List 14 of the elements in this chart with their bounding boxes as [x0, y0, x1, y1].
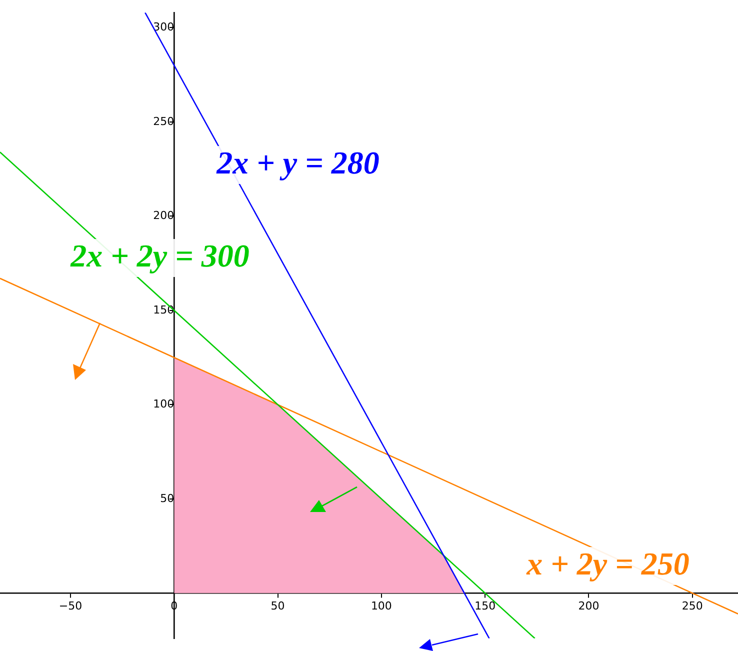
- x-tick-label: 100: [370, 600, 392, 613]
- x-tick-label: 50: [270, 600, 285, 613]
- x-tick-label: 150: [474, 600, 496, 613]
- x-tick-label: 200: [578, 600, 600, 613]
- y-tick-label: 300: [153, 20, 174, 34]
- y-tick-label: 100: [153, 398, 174, 411]
- x-tick-label: 250: [682, 600, 703, 613]
- y-tick-label: 200: [153, 209, 174, 222]
- x-tick-label: −50: [58, 600, 82, 613]
- y-tick-label: 250: [153, 114, 174, 128]
- series-label: x + 2y = 250: [526, 545, 690, 582]
- series-label: 2x + 2y = 300: [70, 237, 250, 274]
- y-tick-label: 50: [160, 492, 174, 505]
- series-label: 2x + y = 280: [216, 144, 380, 180]
